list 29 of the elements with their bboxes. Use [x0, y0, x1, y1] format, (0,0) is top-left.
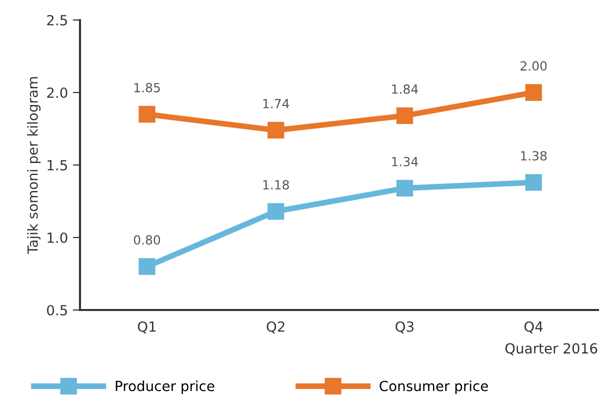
y-tick-label: 2.0 — [47, 87, 68, 98]
point — [268, 203, 284, 220]
x-tick-label: Q2 — [266, 321, 284, 334]
y-tick-label: 2.5 — [47, 14, 67, 26]
point — [138, 106, 156, 123]
legend-label: Producer price — [116, 380, 214, 394]
data-label: 1.34 — [392, 156, 418, 166]
x-tick-label: Q4 — [524, 321, 543, 334]
data-label: 1.84 — [392, 84, 418, 94]
y-tick-label: 0.5 — [47, 304, 67, 316]
point — [396, 107, 414, 124]
x-tick-label: Q1 — [138, 321, 156, 334]
point — [396, 180, 414, 197]
point — [268, 122, 284, 139]
data-label: 1.85 — [134, 82, 160, 92]
data-label: 2.00 — [520, 61, 547, 71]
y-tick-label: 1.0 — [48, 232, 68, 243]
data-label: 1.18 — [263, 180, 289, 190]
data-label: 0.80 — [134, 235, 160, 245]
y-tick-label: 1.5 — [48, 160, 67, 170]
data-label: 1.74 — [263, 99, 290, 108]
point — [525, 84, 542, 101]
point — [525, 174, 542, 191]
x-axis-title: Quarter 2016 — [505, 343, 598, 356]
y-axis-title: Tajik somoni per kilogram — [27, 77, 41, 254]
legend-label: Consumer price — [380, 380, 488, 394]
point — [138, 258, 156, 275]
data-label: 1.38 — [521, 151, 547, 161]
x-tick-label: Q3 — [396, 321, 414, 334]
